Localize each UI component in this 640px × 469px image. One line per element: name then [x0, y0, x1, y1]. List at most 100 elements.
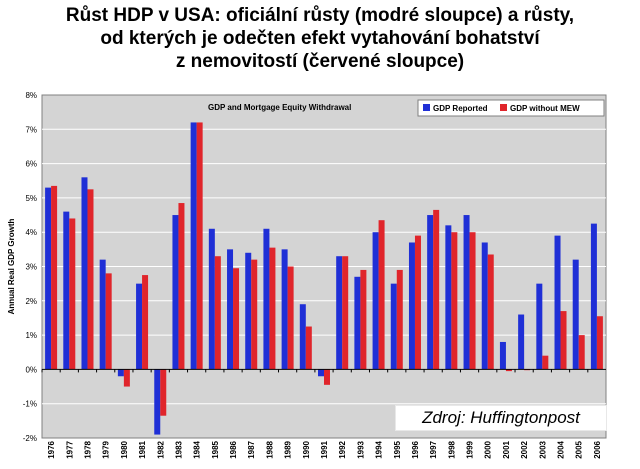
bar-gdp-without-mew	[578, 335, 585, 370]
bar-gdp-without-mew	[251, 259, 258, 370]
bar-gdp-reported	[427, 215, 434, 370]
x-tick-label: 1978	[83, 440, 92, 458]
y-tick-label: 3%	[25, 263, 37, 272]
y-tick-label: 2%	[25, 297, 37, 306]
bar-gdp-reported	[390, 283, 397, 370]
bar-gdp-without-mew	[342, 256, 349, 370]
y-tick-label: 1%	[25, 331, 37, 340]
bar-gdp-reported	[227, 249, 234, 370]
x-tick-label: 2005	[575, 440, 584, 458]
y-tick-labels: -2% -1% 0% 1% 2% 3% 4% 5% 6% 7% 8%	[23, 91, 37, 443]
bar-gdp-without-mew	[451, 232, 458, 370]
y-tick-label: 8%	[25, 91, 37, 100]
y-tick-label: 7%	[25, 125, 37, 134]
title-line-1: Růst HDP v USA: oficiální růsty (modré s…	[65, 5, 575, 26]
bar-gdp-without-mew	[542, 355, 549, 370]
x-tick-label: 2000	[484, 440, 493, 458]
x-tick-label: 1998	[447, 440, 456, 458]
bar-gdp-reported	[81, 177, 88, 370]
x-tick-label: 1981	[138, 440, 147, 458]
bar-gdp-without-mew	[560, 311, 567, 370]
x-tick-label: 1983	[174, 440, 183, 458]
x-tick-label: 1989	[284, 440, 293, 458]
legend-box	[417, 99, 605, 117]
bar-gdp-reported	[117, 369, 124, 377]
bar-gdp-without-mew	[414, 235, 421, 370]
bar-gdp-without-mew	[378, 220, 385, 370]
bar-gdp-without-mew	[305, 326, 312, 370]
y-tick-label: 4%	[25, 228, 37, 237]
bar-gdp-without-mew	[51, 185, 58, 370]
x-tick-label: 1987	[247, 440, 256, 458]
bar-gdp-without-mew	[505, 369, 512, 372]
bar-gdp-reported	[263, 228, 270, 370]
bar-gdp-without-mew	[142, 275, 149, 370]
bar-gdp-without-mew	[360, 269, 367, 370]
x-tick-label: 1993	[356, 440, 365, 458]
bar-gdp-without-mew	[287, 266, 294, 370]
title-line-3: z nemovitostí (červené sloupce)	[175, 51, 465, 72]
bar-gdp-without-mew	[69, 218, 76, 370]
bar-gdp-without-mew	[396, 269, 403, 370]
bar-gdp-reported	[499, 341, 506, 370]
bar-gdp-reported	[136, 283, 143, 370]
bar-gdp-reported	[336, 256, 343, 370]
x-tick-label: 1997	[429, 440, 438, 458]
bar-gdp-without-mew	[214, 256, 221, 370]
bar-gdp-reported	[408, 242, 415, 370]
bar-gdp-reported	[45, 187, 52, 370]
y-axis-label: Annual Real GDP Growth	[7, 218, 16, 314]
x-tick-label: 2003	[538, 440, 547, 458]
bar-gdp-reported	[572, 259, 579, 370]
bar-gdp-reported	[463, 215, 470, 370]
bar-gdp-without-mew	[433, 209, 440, 370]
bar-gdp-reported	[590, 223, 597, 370]
bar-gdp-without-mew	[469, 232, 476, 370]
legend-label-gdp-reported: GDP Reported	[433, 104, 488, 113]
bar-gdp-reported	[299, 304, 306, 370]
bar-gdp-without-mew	[269, 247, 276, 370]
legend-swatch-gdp-without-mew	[500, 104, 507, 111]
title-line-2: od kterých je odečten efekt vytahování b…	[100, 28, 540, 49]
x-tick-label: 2006	[593, 440, 602, 458]
y-tick-label: -2%	[23, 434, 37, 443]
x-tick-label: 1999	[466, 440, 475, 458]
bar-gdp-without-mew	[196, 122, 203, 370]
x-tick-label: 1985	[211, 440, 220, 458]
legend: GDP Reported GDP without MEW	[417, 99, 605, 117]
x-tick-label: 1976	[47, 440, 56, 458]
x-tick-labels: 1976 1977 1978 1979 1980 1981 1982 1983 1984 1985…	[47, 440, 602, 458]
inner-chart-title: GDP and Mortgage Equity Withdrawal	[208, 103, 351, 112]
bar-gdp-reported	[554, 235, 561, 370]
bar-gdp-without-mew	[87, 189, 94, 370]
x-tick-label: 1992	[338, 440, 347, 458]
bar-gdp-reported	[99, 259, 106, 370]
y-tick-label: 6%	[25, 160, 37, 169]
chart-title: Růst HDP v USA: oficiální růsty (modré s…	[0, 4, 640, 73]
bar-gdp-without-mew	[487, 254, 494, 370]
x-tick-label: 1982	[156, 440, 165, 458]
x-tick-label: 1990	[302, 440, 311, 458]
axes	[41, 368, 606, 373]
bar-gdp-reported	[172, 215, 179, 370]
legend-swatch-gdp-reported	[423, 104, 430, 111]
bar-gdp-without-mew	[324, 369, 330, 385]
bar-gdp-without-mew	[105, 273, 112, 370]
bar-gdp-without-mew	[123, 369, 130, 387]
x-tick-label: 1986	[229, 440, 238, 458]
x-tick-label: 2004	[557, 440, 566, 458]
y-tick-label: 0%	[25, 365, 37, 374]
bar-gdp-reported	[208, 228, 215, 370]
bar-gdp-reported	[536, 283, 543, 370]
x-tick-label: 1980	[120, 440, 129, 458]
x-tick-label: 1995	[393, 440, 402, 458]
legend-label-gdp-without-mew: GDP without MEW	[510, 104, 580, 113]
source-label: Zdroj: Huffingtonpost	[395, 405, 607, 431]
y-tick-label: 5%	[25, 194, 37, 203]
bar-gdp-without-mew	[596, 316, 603, 370]
bar-gdp-reported	[445, 225, 452, 370]
x-tick-label: 1988	[265, 440, 274, 458]
x-tick-label: 1977	[65, 440, 74, 458]
y-tick-label: -1%	[23, 400, 37, 409]
